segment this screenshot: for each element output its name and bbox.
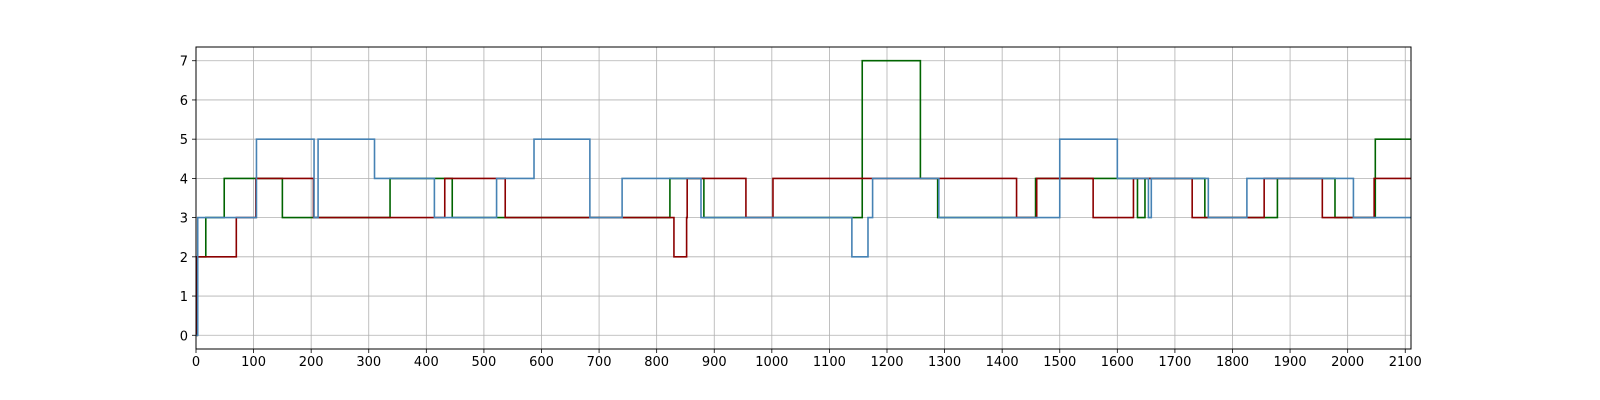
x-tick-label: 2000 xyxy=(1331,355,1364,370)
y-tick-label: 0 xyxy=(180,329,188,344)
y-tick-label: 7 xyxy=(180,55,188,70)
x-tick-label: 200 xyxy=(299,355,324,370)
x-tick-label: 1200 xyxy=(870,355,903,370)
series-group xyxy=(196,59,1411,337)
x-tick-label: 600 xyxy=(529,355,554,370)
y-tick-label: 2 xyxy=(180,251,188,266)
x-tick-label: 700 xyxy=(587,355,612,370)
x-axis: 0 100 200 300 400 500 600 700 800 900 1000 1100 1200… xyxy=(192,349,1422,370)
series-line-3 xyxy=(196,138,1411,337)
x-tick-label: 300 xyxy=(356,355,381,370)
x-tick-label: 2100 xyxy=(1389,355,1422,370)
y-tick-label: 4 xyxy=(180,172,188,187)
y-tick-label: 6 xyxy=(180,94,188,109)
x-tick-label: 1800 xyxy=(1216,355,1249,370)
x-tick-label: 1300 xyxy=(928,355,961,370)
x-tick-label: 400 xyxy=(414,355,439,370)
x-tick-label: 1700 xyxy=(1158,355,1191,370)
y-axis: 0 1 2 3 4 5 6 7 xyxy=(180,55,196,344)
x-tick-label: 500 xyxy=(472,355,497,370)
y-tick-label: 3 xyxy=(180,212,188,227)
plot-frame xyxy=(195,46,1412,350)
x-tick-label: 900 xyxy=(702,355,727,370)
y-tick-label: 5 xyxy=(180,133,188,148)
x-tick-label: 1400 xyxy=(986,355,1019,370)
x-tick-label: 1900 xyxy=(1274,355,1307,370)
y-tick-label: 1 xyxy=(180,290,188,305)
x-tick-label: 800 xyxy=(644,355,669,370)
x-tick-label: 1000 xyxy=(755,355,788,370)
x-tick-label: 1600 xyxy=(1101,355,1134,370)
x-tick-label: 1100 xyxy=(813,355,846,370)
x-tick-label: 100 xyxy=(241,355,266,370)
x-tick-label: 1500 xyxy=(1043,355,1076,370)
x-tick-label: 0 xyxy=(192,355,200,370)
